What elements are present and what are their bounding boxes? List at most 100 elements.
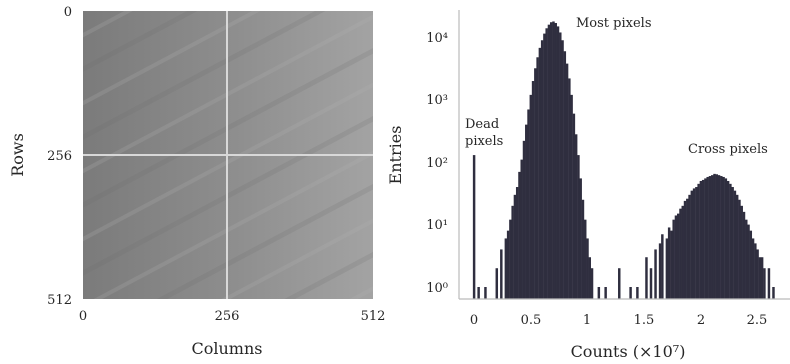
- histogram-bar-48: [636, 287, 639, 299]
- hist-xtick-1: 1: [583, 313, 591, 328]
- hist-ytick-1e0: 10⁰: [426, 281, 448, 296]
- histogram-bar-11: [518, 171, 521, 299]
- histogram-bar-4: [500, 249, 503, 299]
- histogram-bar-26: [552, 21, 555, 299]
- histogram-bar-21: [540, 40, 544, 299]
- histogram-bar-70: [701, 179, 705, 299]
- hist-ytick-1e2: 10²: [426, 156, 448, 171]
- histogram-bar-88: [742, 211, 746, 299]
- histogram-bar-52: [658, 243, 662, 299]
- histogram-bar-24: [547, 24, 551, 299]
- histogram-bar-14: [525, 124, 528, 299]
- histogram-bar-41: [586, 238, 589, 299]
- histogram-bar-67: [695, 187, 698, 299]
- histogram-bar-23: [545, 28, 548, 300]
- histogram-bar-66: [692, 188, 696, 299]
- histogram-bar-83: [731, 187, 734, 299]
- histogram-bar-30: [561, 40, 564, 299]
- hist-xtick-0: 0: [470, 313, 478, 328]
- histogram-bar-90: [747, 224, 750, 299]
- histogram-bar-35: [572, 113, 576, 299]
- histogram-bar-84: [733, 190, 737, 299]
- histogram-bar-77: [717, 175, 721, 299]
- histogram-bar-5: [504, 238, 508, 299]
- histogram-bar-75: [713, 173, 716, 299]
- histogram-bar-96: [760, 257, 764, 299]
- histogram-panel: 10⁰ 10¹ 10² 10³ 10⁴ 0 0.5 1 1.5 2 2.5 Co…: [386, 10, 790, 361]
- histogram-bar-82: [729, 183, 732, 299]
- histogram-bar-40: [584, 219, 587, 299]
- histogram-bar-36: [574, 134, 578, 299]
- histogram-bar-58: [674, 215, 678, 299]
- histogram-bar-57: [672, 219, 675, 299]
- histogram-bar-93: [754, 243, 757, 299]
- histogram-bars: [472, 21, 775, 300]
- histogram-bar-60: [679, 208, 682, 299]
- image-ytick-0: 0: [64, 5, 72, 20]
- histogram-bar-51: [654, 249, 657, 299]
- histogram-bar-94: [756, 249, 759, 299]
- histogram-bar-79: [722, 176, 725, 299]
- histogram-bar-17: [531, 81, 535, 300]
- histogram-bar-39: [581, 199, 585, 299]
- histogram-bar-95: [758, 257, 762, 299]
- histogram-bar-85: [735, 194, 739, 299]
- histogram-bar-98: [767, 268, 771, 299]
- histogram-bar-43: [590, 268, 594, 299]
- histogram-bar-45: [604, 287, 607, 299]
- histogram-bar-42: [588, 257, 591, 299]
- histogram-bar-55: [667, 227, 671, 299]
- histogram-bar-32: [565, 63, 569, 300]
- histogram-bar-27: [554, 23, 557, 300]
- image-xtick-0: 0: [79, 309, 87, 324]
- histogram-bar-20: [538, 47, 542, 299]
- histogram-bar-62: [683, 200, 687, 299]
- histogram-bar-87: [740, 205, 743, 299]
- histogram-bar-31: [563, 51, 567, 299]
- histogram-bar-16: [529, 94, 533, 299]
- histogram-bar-25: [549, 22, 553, 299]
- pixel-image-panel: 0 256 512 0 256 512 Columns Rows: [8, 5, 385, 358]
- histogram-bar-12: [520, 159, 523, 299]
- histogram-bar-0: [472, 155, 476, 299]
- histogram-bar-46: [618, 268, 621, 299]
- histogram-bar-97: [763, 268, 766, 299]
- histogram-bar-22: [543, 33, 546, 300]
- hist-xtick-2.5: 2.5: [747, 313, 768, 328]
- histogram-bar-92: [751, 238, 755, 299]
- histogram-bar-3: [495, 268, 499, 299]
- histogram-bar-29: [559, 32, 562, 300]
- histogram-bar-34: [570, 94, 573, 299]
- image-ytick-256: 256: [47, 149, 72, 164]
- hist-xtick-0.5: 0.5: [521, 313, 542, 328]
- histogram-bar-59: [676, 213, 680, 299]
- histogram-bar-18: [534, 68, 537, 299]
- histogram-bar-2: [484, 287, 487, 299]
- histogram-bar-86: [738, 199, 741, 299]
- annotation-cross-pixels: Cross pixels: [688, 142, 768, 157]
- hist-ytick-1e4: 10⁴: [426, 31, 448, 46]
- histogram-bar-13: [522, 140, 526, 299]
- histogram-bar-76: [715, 174, 719, 299]
- hist-ytick-1e1: 10¹: [426, 218, 448, 233]
- histogram-bar-81: [726, 180, 730, 299]
- histogram-bar-33: [568, 78, 571, 300]
- histogram-bar-89: [745, 219, 748, 299]
- histogram-bar-68: [697, 183, 700, 299]
- histogram-bar-61: [681, 205, 684, 299]
- histogram-bar-63: [686, 198, 689, 299]
- histogram-bar-7: [509, 219, 512, 299]
- histogram-bar-49: [645, 257, 648, 299]
- histogram-bar-73: [708, 176, 712, 299]
- histogram-bar-65: [690, 190, 694, 299]
- histogram-bar-37: [577, 155, 580, 299]
- histogram-bar-69: [699, 180, 703, 299]
- histogram-bar-80: [724, 178, 728, 299]
- histogram-bar-56: [670, 230, 673, 299]
- histogram-bar-47: [629, 287, 632, 299]
- image-xtick-256: 256: [215, 309, 240, 324]
- annotation-dead-line1: Dead: [465, 117, 499, 132]
- histogram-bar-64: [688, 194, 691, 299]
- image-xtick-512: 512: [361, 309, 386, 324]
